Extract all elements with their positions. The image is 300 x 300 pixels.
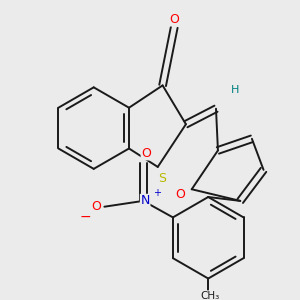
Text: N: N	[140, 194, 150, 207]
Text: O: O	[141, 147, 151, 160]
Text: O: O	[92, 200, 102, 213]
Text: H: H	[231, 85, 240, 95]
Text: S: S	[158, 172, 166, 185]
Text: O: O	[175, 188, 185, 201]
Text: +: +	[153, 188, 161, 198]
Text: O: O	[169, 13, 179, 26]
Text: CH₃: CH₃	[200, 291, 220, 300]
Text: −: −	[79, 209, 91, 224]
